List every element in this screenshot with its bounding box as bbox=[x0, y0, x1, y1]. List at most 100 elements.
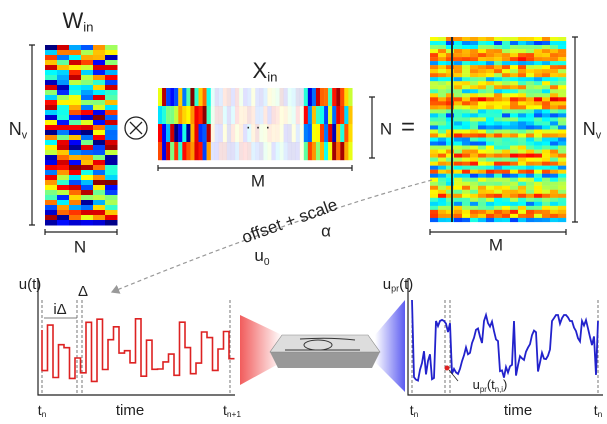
heatmap-cell bbox=[486, 182, 494, 186]
heatmap-cell bbox=[526, 202, 534, 206]
heatmap-cell bbox=[502, 210, 510, 214]
heatmap-cell bbox=[486, 61, 494, 65]
heatmap-cell bbox=[478, 57, 486, 61]
heatmap-cell bbox=[182, 124, 186, 142]
heatmap-cell bbox=[478, 174, 486, 178]
heatmap-cell bbox=[502, 117, 510, 121]
heatmap-cell bbox=[494, 214, 502, 218]
heatmap-cell bbox=[510, 210, 518, 214]
heatmap-cell bbox=[454, 158, 462, 162]
heatmap-cell bbox=[534, 61, 542, 65]
heatmap-cell bbox=[45, 205, 58, 211]
heatmap-cell bbox=[255, 88, 259, 106]
heatmap-cell bbox=[454, 198, 462, 202]
heatmap-cell bbox=[348, 88, 352, 106]
heatmap-cell bbox=[534, 138, 542, 142]
heatmap-cell bbox=[312, 124, 316, 142]
heatmap-cell bbox=[510, 158, 518, 162]
heatmap-cell bbox=[542, 206, 550, 210]
heatmap-cell bbox=[518, 37, 526, 41]
heatmap-cell bbox=[462, 53, 470, 57]
heatmap-cell bbox=[486, 73, 494, 77]
heatmap-cell bbox=[454, 154, 462, 158]
heatmap-cell bbox=[57, 165, 70, 171]
x-in-label: Xin bbox=[253, 58, 278, 85]
heatmap-cell bbox=[105, 195, 118, 201]
heatmap-cell bbox=[430, 186, 438, 190]
heatmap-cell bbox=[542, 109, 550, 113]
heatmap-cell bbox=[340, 124, 344, 142]
heatmap-cell bbox=[300, 88, 304, 106]
heatmap-cell bbox=[558, 41, 566, 45]
heatmap-cell bbox=[542, 81, 550, 85]
heatmap-cell bbox=[69, 175, 82, 181]
heatmap-cell bbox=[510, 190, 518, 194]
heatmap-cell bbox=[81, 175, 94, 181]
heatmap-cell bbox=[316, 142, 320, 160]
heatmap-cell bbox=[542, 133, 550, 137]
heatmap-cell bbox=[194, 88, 198, 106]
heatmap-cell bbox=[340, 88, 344, 106]
heatmap-cell bbox=[81, 185, 94, 191]
heatmap-cell bbox=[170, 142, 174, 160]
heatmap-cell bbox=[502, 158, 510, 162]
heatmap-cell bbox=[462, 41, 470, 45]
heatmap-cell bbox=[534, 121, 542, 125]
heatmap-cell bbox=[494, 53, 502, 57]
heatmap-cell bbox=[462, 133, 470, 137]
heatmap-cell bbox=[526, 174, 534, 178]
heatmap-cell bbox=[494, 117, 502, 121]
heatmap-cell bbox=[69, 215, 82, 221]
heatmap-cell bbox=[454, 65, 462, 69]
heatmap-cell bbox=[190, 106, 194, 124]
result-rows: Nv bbox=[583, 119, 602, 142]
heatmap-cell bbox=[454, 150, 462, 154]
heatmap-cell bbox=[470, 109, 478, 113]
heatmap-cell bbox=[526, 186, 534, 190]
heatmap-cell bbox=[550, 150, 558, 154]
heatmap-cell bbox=[438, 202, 446, 206]
heatmap-cell bbox=[430, 150, 438, 154]
heatmap-cell bbox=[478, 206, 486, 210]
heatmap-cell bbox=[558, 69, 566, 73]
heatmap-cell bbox=[271, 142, 275, 160]
heatmap-cell bbox=[45, 200, 58, 206]
heatmap-cell bbox=[478, 202, 486, 206]
heatmap-cell bbox=[486, 162, 494, 166]
heatmap-cell bbox=[510, 45, 518, 49]
heatmap-cell bbox=[526, 113, 534, 117]
t-end-part: n+1 bbox=[227, 409, 242, 419]
heatmap-cell bbox=[526, 45, 534, 49]
heatmap-cell bbox=[550, 69, 558, 73]
heatmap-cell bbox=[438, 162, 446, 166]
heatmap-cell bbox=[105, 175, 118, 181]
heatmap-cell bbox=[534, 105, 542, 109]
x-in-label-part: X bbox=[253, 58, 268, 83]
heatmap-cell bbox=[478, 154, 486, 158]
heatmap-cell bbox=[203, 106, 207, 124]
heatmap-cell bbox=[470, 113, 478, 117]
heatmap-cell bbox=[550, 45, 558, 49]
heatmap-cell bbox=[223, 88, 227, 106]
heatmap-cell bbox=[542, 194, 550, 198]
heatmap-cell bbox=[502, 214, 510, 218]
heatmap-cell bbox=[526, 142, 534, 146]
heatmap-cell bbox=[494, 182, 502, 186]
heatmap-cell bbox=[45, 175, 58, 181]
heatmap-cell bbox=[486, 210, 494, 214]
heatmap-cell bbox=[438, 65, 446, 69]
heatmap-cell bbox=[518, 77, 526, 81]
heatmap-cell bbox=[542, 125, 550, 129]
heatmap-cell bbox=[518, 53, 526, 57]
heatmap-cell bbox=[558, 73, 566, 77]
heatmap-cell bbox=[494, 85, 502, 89]
sample-label-part: ) bbox=[503, 377, 507, 392]
heatmap-cell bbox=[462, 49, 470, 53]
heatmap-cell bbox=[518, 81, 526, 85]
heatmap-cell bbox=[518, 202, 526, 206]
heatmap-cell bbox=[494, 61, 502, 65]
heatmap-cell bbox=[478, 69, 486, 73]
heatmap-cell bbox=[275, 106, 279, 124]
heatmap-cell bbox=[502, 178, 510, 182]
heatmap-cell bbox=[328, 106, 332, 124]
